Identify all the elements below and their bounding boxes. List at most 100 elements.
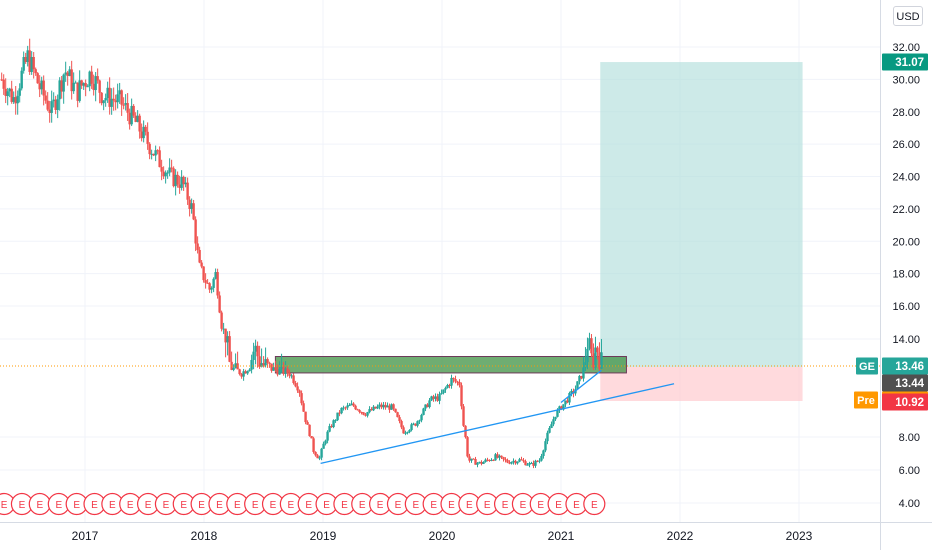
trendline[interactable] [320,383,675,465]
candle-down [436,396,439,401]
candle-down [456,381,459,383]
candle-up [422,408,425,415]
candle-down [590,338,593,354]
candle-up [594,347,597,368]
candle-down [580,375,583,379]
candle-down [266,359,269,363]
candle-up [154,150,157,156]
candle-down [24,57,27,62]
earnings-marker[interactable]: E [315,492,338,516]
candle-up [562,404,565,410]
candle-up [190,203,193,209]
earnings-marker-label: E [1,500,8,511]
candle-up [470,458,473,461]
candle-up [570,390,573,394]
candle-up [6,91,9,96]
candle-down [96,76,99,81]
time-axis-tick-label: 2021 [548,529,575,543]
candle-down [140,131,143,139]
candle-up [164,172,167,177]
currency-button[interactable]: USD [893,6,923,26]
candle-up [324,440,327,444]
loss-area[interactable] [600,367,803,401]
earnings-marker-label: E [537,500,544,511]
candle-down [472,458,475,460]
earnings-marker-label: E [341,500,348,511]
candle-down [28,50,31,72]
earnings-marker[interactable]: E [244,492,267,516]
candle-up [478,461,481,463]
candle-down [276,369,279,375]
candle-up [498,455,501,458]
earnings-marker[interactable]: E [65,492,88,516]
candle-up [88,71,91,87]
candle-down [566,400,569,403]
candle-down [122,104,125,106]
candle-up [284,368,287,374]
candle-up [8,88,11,92]
candle-down [502,456,505,460]
candle-up [332,420,335,428]
candle-down [162,171,165,177]
resistance-zone[interactable] [274,356,627,374]
earnings-marker[interactable]: E [386,492,410,516]
earnings-marker[interactable]: E [10,492,34,516]
candle-down [32,56,35,70]
candle-up [254,345,257,352]
candle-up [168,167,171,173]
candle-up [68,69,71,76]
candle-down [200,262,203,267]
candle-down [238,369,241,375]
candle-up [72,82,75,92]
candle-down [506,459,509,463]
price-axis-tick-label: 22.00 [892,204,920,216]
candle-up [124,103,127,105]
resistance-zone-rect[interactable] [274,356,627,374]
earnings-marker[interactable]: E [190,492,213,516]
earnings-marker-label: E [127,500,134,511]
earnings-marker[interactable]: E [565,492,588,516]
earnings-marker[interactable]: E [476,492,499,516]
candle-down [394,408,397,413]
candle-up [482,462,485,464]
candle-up [278,368,281,375]
last-price-label-background [882,357,928,375]
candle-down [38,83,41,90]
earnings-marker-label: E [377,500,384,511]
earnings-marker-label: E [180,500,187,511]
long-position-tool[interactable] [600,62,803,401]
candle-down [402,427,405,434]
time-axis-tick-label: 2018 [191,529,218,543]
earnings-marker-circle[interactable] [583,492,606,516]
trendline[interactable] [560,369,602,403]
candle-up [50,101,53,113]
earnings-marker-label: E [395,500,402,511]
profit-area[interactable] [600,62,803,367]
earnings-marker-label: E [466,500,473,511]
candle-down [10,88,13,102]
candle-up [490,459,493,461]
trendlines[interactable] [320,369,675,465]
earnings-marker[interactable]: E [28,492,51,516]
earnings-marker[interactable]: E [583,492,606,516]
price-axis-tick-label: 14.00 [892,334,920,346]
candle-up [350,403,353,406]
candle-up [260,363,263,367]
candle-down [474,459,477,465]
candle-up [346,405,349,408]
price-axis-tick-label: 8.00 [899,432,920,444]
candle-up [548,428,551,433]
candle-down [302,403,305,412]
candle-down [198,249,201,263]
candle-down [560,406,563,410]
candle-down [98,80,101,93]
candle-down [258,356,261,367]
candle-up [174,174,177,187]
candle-up [534,460,537,466]
candle-up [222,328,225,330]
candle-down [220,312,223,329]
